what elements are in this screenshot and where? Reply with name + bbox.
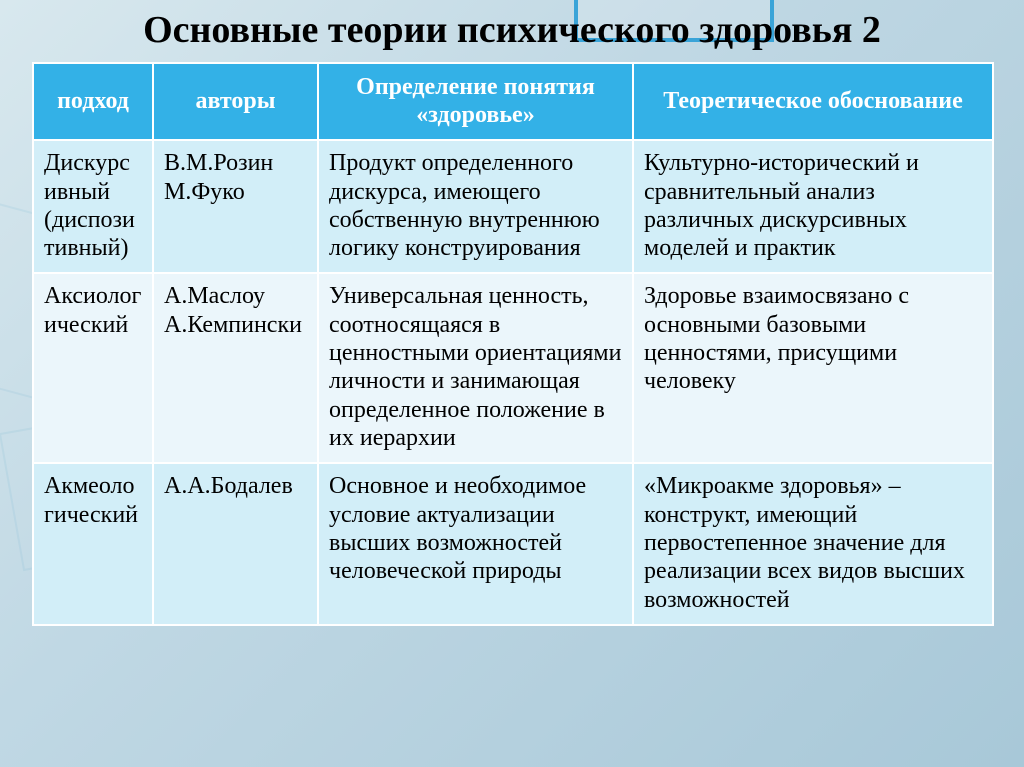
cell-definition: Продукт определенного дискурса, имеющего… — [318, 140, 633, 273]
cell-authors: А.А.Бодалев — [153, 463, 318, 625]
cell-theory: Здоровье взаимосвязано с основными базов… — [633, 273, 993, 463]
col-header-definition: Определение понятия «здоровье» — [318, 63, 633, 140]
table-header-row: подход авторы Определение понятия «здоро… — [33, 63, 993, 140]
cell-theory: «Микроакме здоровья» – конструкт, имеющи… — [633, 463, 993, 625]
cell-authors: В.М.Розин М.Фуко — [153, 140, 318, 273]
table-row: Дискурсивный (диспозитивный) В.М.Розин М… — [33, 140, 993, 273]
cell-approach: Дискурсивный (диспозитивный) — [33, 140, 153, 273]
theories-table-container: подход авторы Определение понятия «здоро… — [32, 62, 992, 626]
cell-authors: А.Маслоу А.Кемпински — [153, 273, 318, 463]
col-header-approach: подход — [33, 63, 153, 140]
slide-title: Основные теории психического здоровья 2 — [0, 8, 1024, 52]
table-row: Акмеологический А.А.Бодалев Основное и н… — [33, 463, 993, 625]
cell-approach: Аксиологический — [33, 273, 153, 463]
table-row: Аксиологический А.Маслоу А.Кемпински Уни… — [33, 273, 993, 463]
cell-approach: Акмеологический — [33, 463, 153, 625]
theories-table: подход авторы Определение понятия «здоро… — [32, 62, 994, 626]
col-header-theory: Теоретическое обоснование — [633, 63, 993, 140]
col-header-authors: авторы — [153, 63, 318, 140]
cell-definition: Основное и необходимое условие актуализа… — [318, 463, 633, 625]
cell-theory: Культурно-исторический и сравнительный а… — [633, 140, 993, 273]
cell-definition: Универсальная ценность, соотносящаяся в … — [318, 273, 633, 463]
